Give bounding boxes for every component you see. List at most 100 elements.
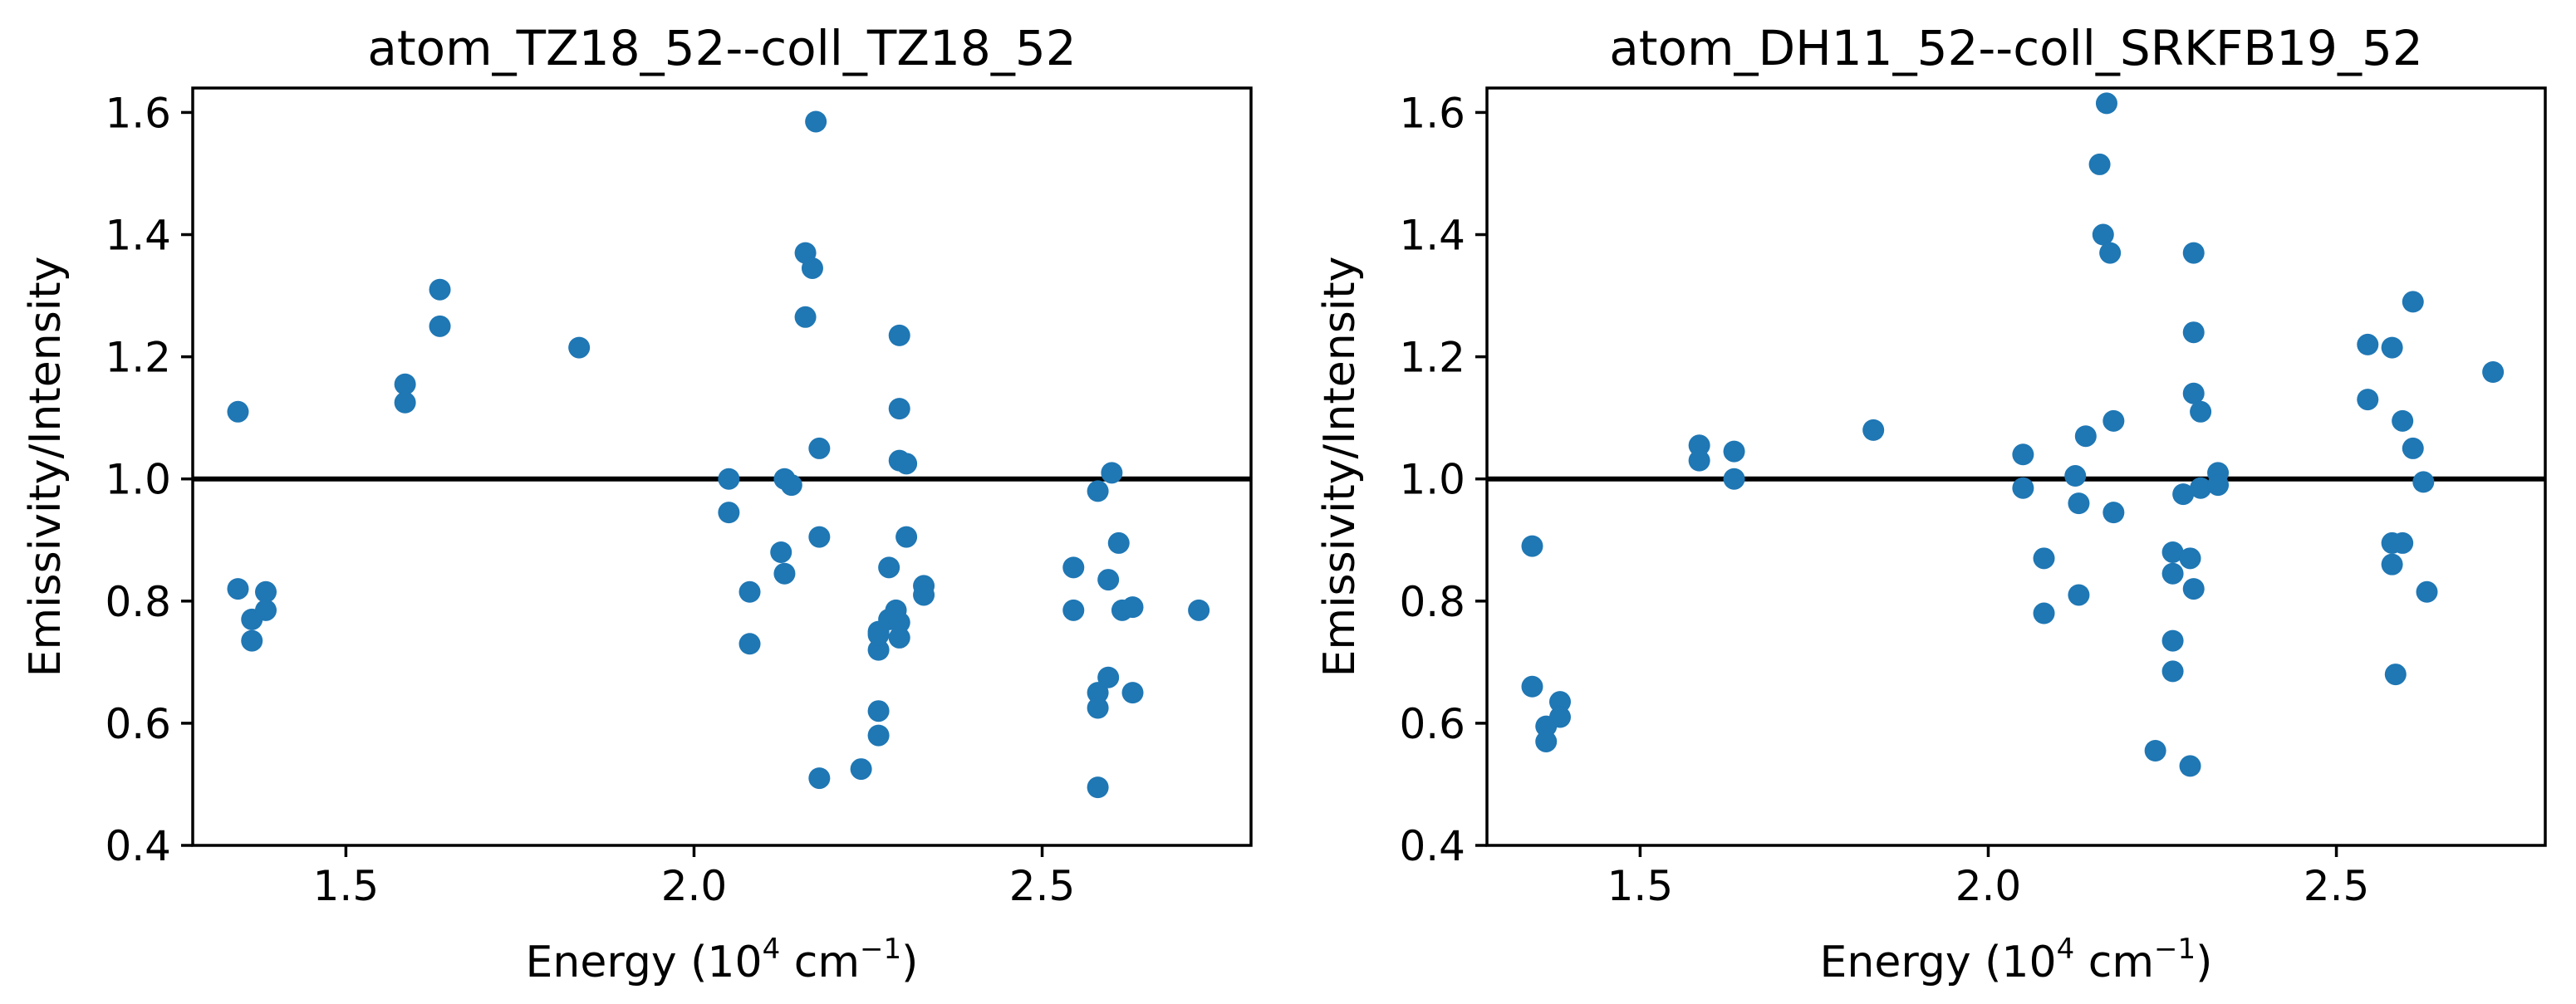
data-point — [255, 580, 277, 603]
x-axis-label-mid: cm — [2074, 938, 2154, 987]
data-point — [227, 578, 249, 600]
x-tick-label: 2.0 — [1955, 862, 2022, 910]
data-point — [2161, 541, 2184, 563]
data-point — [2357, 389, 2379, 411]
scatter-panel-left: atom_TZ18_52--coll_TZ18_52 1.5 2.0 2.5 0.4 0.… — [21, 20, 1253, 987]
data-point — [2482, 361, 2505, 383]
x-tick-label: 1.5 — [1607, 862, 1674, 910]
data-point — [738, 633, 761, 655]
data-point — [2182, 578, 2205, 600]
data-point — [1087, 480, 1109, 502]
data-point — [2416, 580, 2438, 603]
data-point — [2412, 471, 2435, 493]
data-point — [394, 373, 416, 395]
x-axis-label: Energy (104 cm−1) — [526, 933, 919, 987]
data-point — [1087, 682, 1109, 704]
data-point — [2074, 425, 2097, 448]
y-tick-label: 0.6 — [105, 700, 171, 748]
data-point — [1521, 675, 1543, 698]
data-point — [1723, 440, 1745, 463]
data-point — [1688, 449, 1710, 472]
data-point — [1087, 697, 1109, 719]
data-point — [568, 336, 591, 359]
y-tick-label: 1.4 — [105, 212, 171, 260]
y-tick-label: 1.0 — [105, 456, 171, 504]
data-point — [2103, 409, 2125, 432]
data-point — [1549, 691, 1572, 713]
data-point — [2182, 382, 2205, 404]
data-point — [1087, 776, 1109, 799]
x-axis-label-suffix: ) — [901, 938, 918, 987]
y-axis-label: Emissivity/Intensity — [21, 257, 71, 678]
data-point — [895, 453, 918, 475]
data-point — [2068, 584, 2090, 606]
data-point — [1535, 730, 1558, 752]
data-point — [1521, 535, 1543, 557]
x-axis-label-mid: cm — [780, 938, 860, 987]
chart-title: atom_TZ18_52--coll_TZ18_52 — [367, 20, 1076, 76]
data-point — [2092, 223, 2114, 246]
data-point — [913, 584, 935, 606]
data-point — [2012, 477, 2034, 499]
data-point — [738, 580, 761, 603]
x-axis-label-sup1: 4 — [2057, 933, 2075, 966]
data-point — [1862, 419, 1885, 441]
x-axis-label-prefix: Energy (10 — [1820, 938, 2057, 987]
data-point — [2402, 291, 2424, 313]
data-point — [867, 639, 890, 661]
data-point — [867, 624, 890, 646]
data-point — [2172, 483, 2195, 506]
data-point — [1121, 596, 1144, 619]
data-point — [2068, 492, 2090, 515]
data-point — [1549, 706, 1572, 728]
data-point — [895, 526, 918, 548]
data-point — [2392, 531, 2414, 554]
x-axis-label-sup1: 4 — [763, 933, 781, 966]
data-point — [2381, 553, 2403, 575]
data-point — [773, 562, 796, 585]
data-point — [1062, 599, 1085, 621]
data-point — [867, 724, 890, 747]
data-point — [241, 629, 263, 652]
data-point — [394, 391, 416, 414]
data-point — [808, 437, 831, 459]
data-point — [888, 626, 910, 649]
data-point — [794, 306, 817, 328]
data-point — [2384, 664, 2407, 686]
data-point — [1723, 468, 1745, 490]
x-tick-label: 1.5 — [313, 862, 380, 910]
data-point — [801, 257, 823, 279]
data-point — [718, 502, 740, 524]
data-point — [718, 468, 740, 490]
data-point — [878, 556, 900, 579]
x-tick-label: 2.5 — [2304, 862, 2370, 910]
data-point — [888, 398, 910, 420]
data-point — [867, 700, 890, 722]
data-point — [2161, 660, 2184, 683]
data-point — [2207, 474, 2230, 497]
data-point — [429, 315, 451, 337]
data-point — [850, 758, 872, 781]
chart-title: atom_DH11_52--coll_SRKFB19_52 — [1609, 20, 2423, 76]
x-axis-label-prefix: Energy (10 — [526, 938, 763, 987]
data-point — [2190, 477, 2212, 499]
data-point — [2012, 443, 2034, 466]
data-point — [1688, 434, 1710, 457]
data-point — [1101, 462, 1123, 484]
data-point — [2064, 465, 2087, 487]
data-point — [888, 324, 910, 346]
data-point — [780, 474, 802, 497]
scatter-panel-right: atom_DH11_52--coll_SRKFB19_52 1.5 2.0 2.5 0.… — [1315, 20, 2547, 987]
y-tick-label: 0.8 — [105, 578, 171, 626]
data-point — [2088, 153, 2111, 175]
y-tick-label: 1.4 — [1399, 212, 1465, 260]
data-point — [2095, 92, 2117, 115]
y-axis-label: Emissivity/Intensity — [1315, 257, 1365, 678]
data-point — [1097, 569, 1120, 591]
x-tick-label: 2.5 — [1009, 862, 1076, 910]
data-point — [805, 110, 827, 133]
y-tick-label: 0.6 — [1399, 700, 1465, 748]
data-point — [2144, 740, 2166, 762]
data-point — [429, 278, 451, 301]
